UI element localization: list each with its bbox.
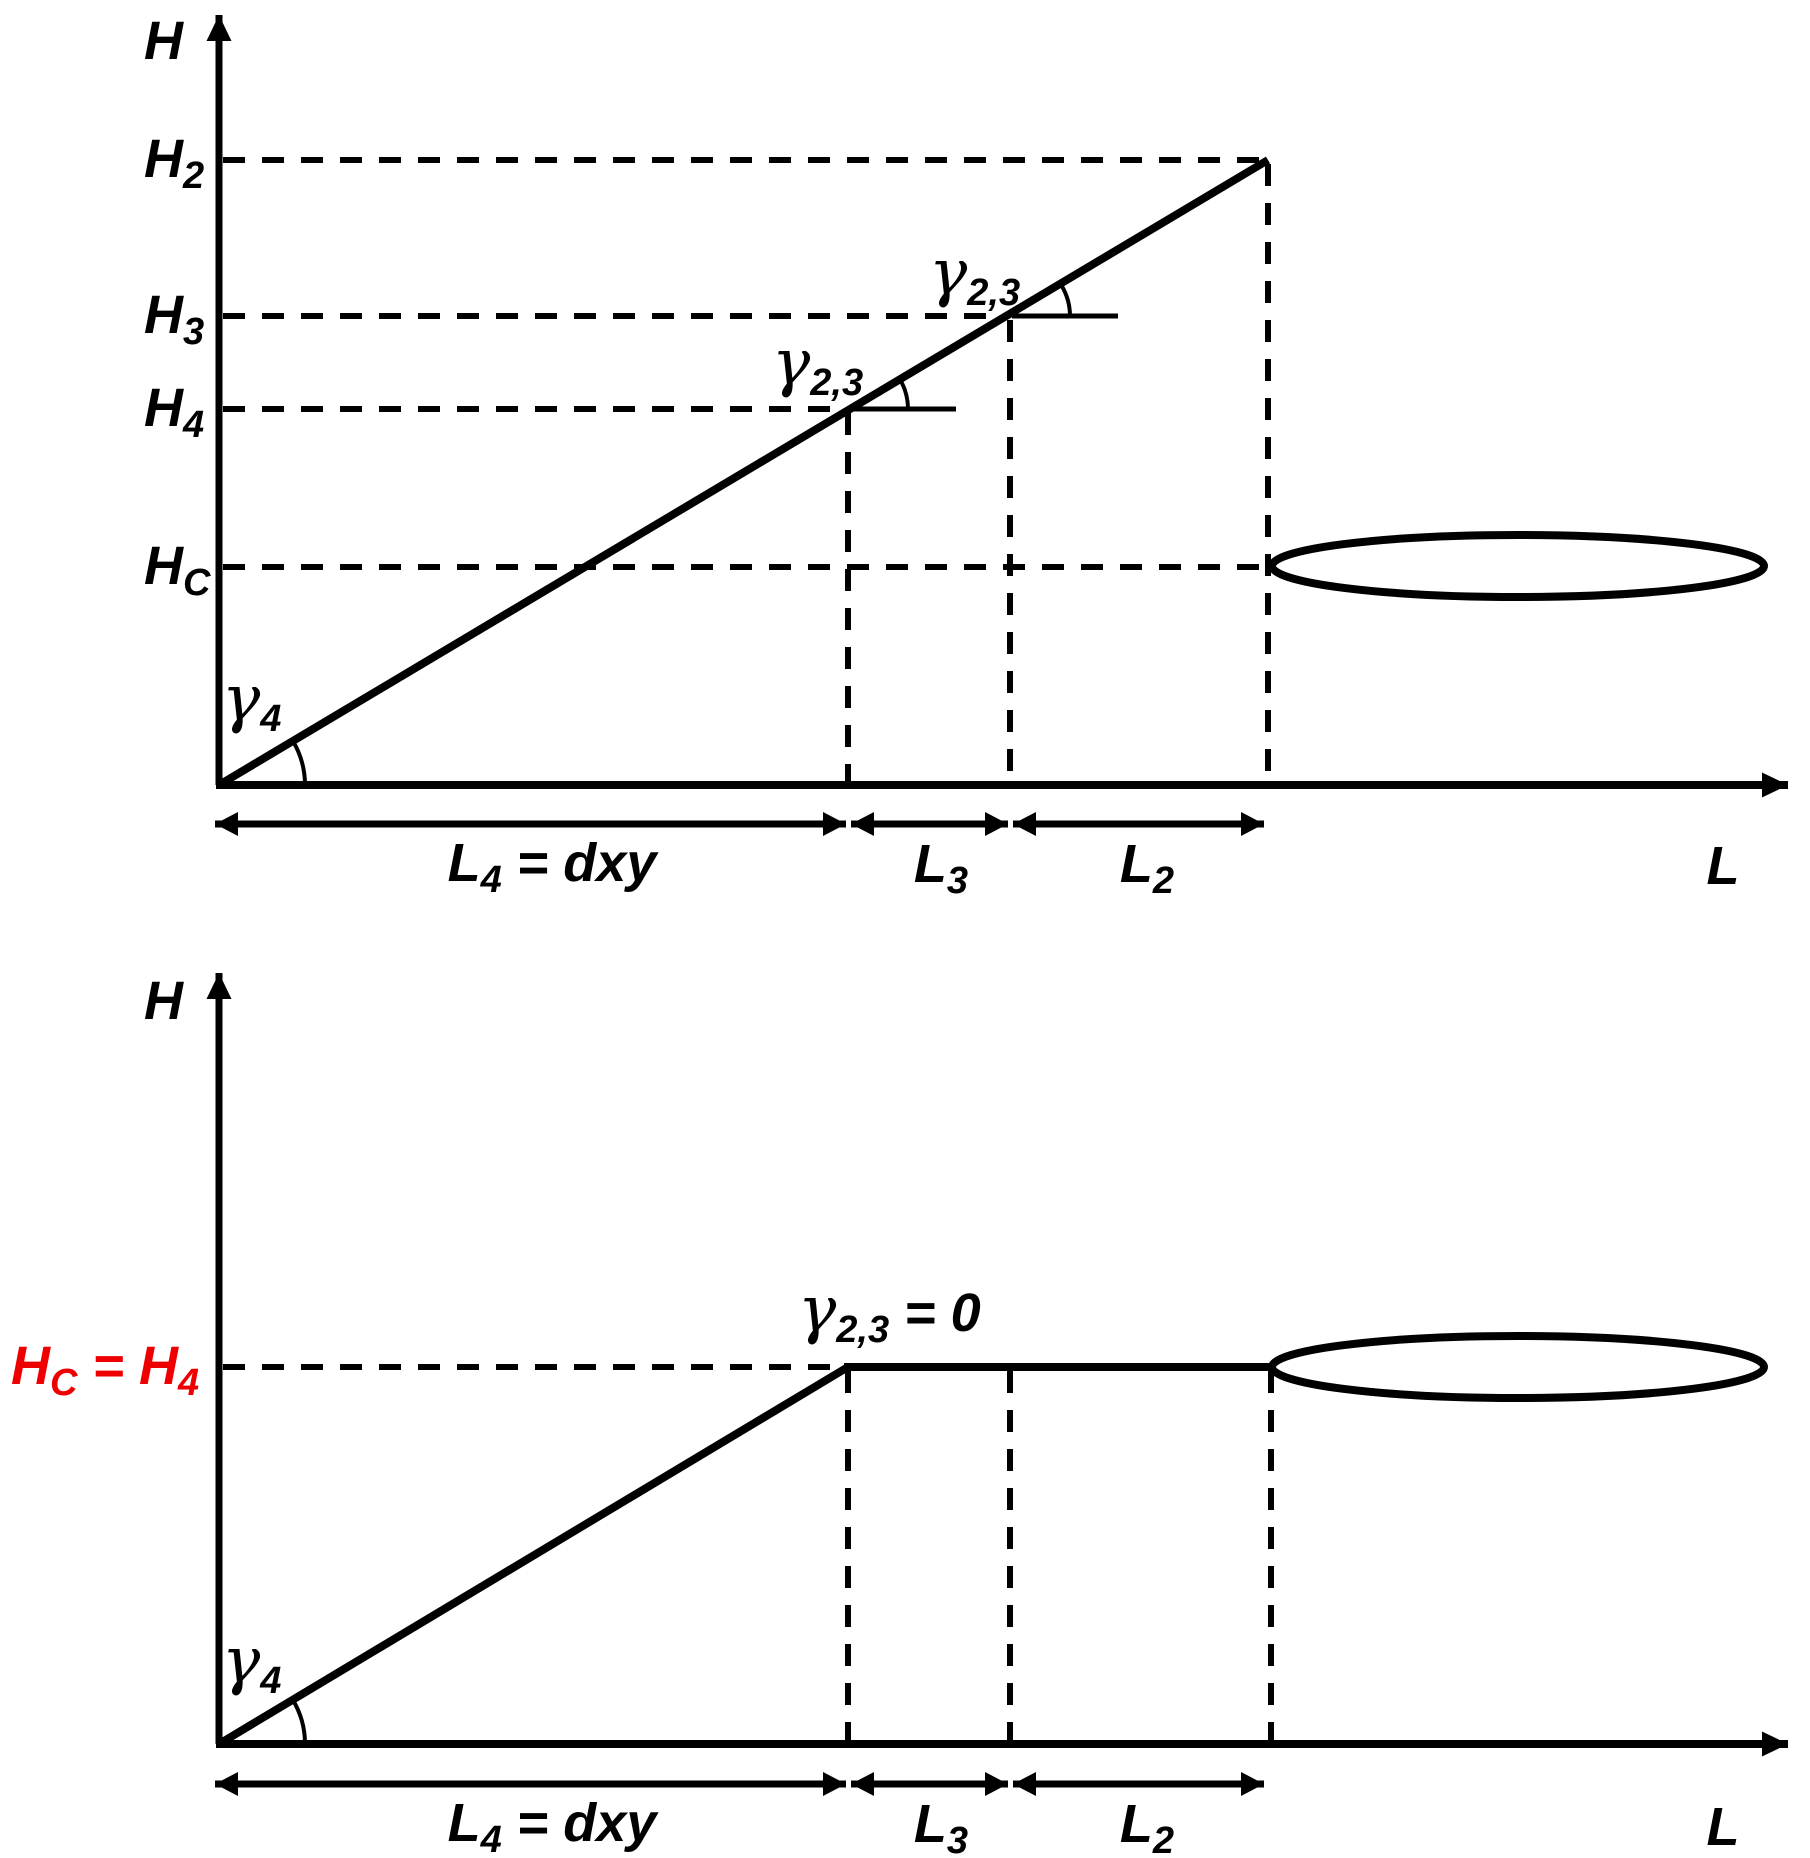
bottom-l4-label: L4 = dxy	[448, 1793, 660, 1858]
top-gamma23-arc-h3	[1059, 284, 1072, 317]
bottom-aircraft-ellipse	[1268, 1332, 1768, 1402]
top-h2-label: H2	[144, 129, 204, 197]
top-l2-label: L2	[1120, 834, 1174, 902]
bottom-l3-label: L3	[914, 1794, 968, 1858]
bottom-gamma4-arc	[290, 1698, 308, 1745]
top-x-axis-label: L	[1707, 836, 1740, 896]
bottom-hc-eq-h4-label: HC = H4	[11, 1336, 199, 1404]
top-h3-label: H3	[144, 285, 204, 353]
bottom-diagram: H HC = H4 γ2,3 = 0 γ4 L4 = dxy L3 L2 L	[11, 971, 1788, 1858]
top-gamma4-arc	[291, 739, 307, 786]
top-h4-label: H4	[144, 378, 204, 446]
top-descent-path	[216, 156, 1271, 789]
bottom-x-axis-label: L	[1707, 1797, 1740, 1857]
top-gamma23-h3-label: γ2,3	[929, 236, 1020, 314]
bottom-gamma4-label: γ4	[222, 1624, 281, 1702]
top-aircraft-ellipse	[1268, 531, 1768, 601]
top-diagram: H H2 H3 H4 HC γ4 γ2,3 γ2,3 L4 = dxy L3 L…	[144, 11, 1788, 902]
top-l3-label: L3	[914, 834, 968, 902]
top-gamma23-arc-h4	[897, 377, 910, 410]
bottom-descent-path	[216, 1363, 851, 1748]
top-gamma4-label: γ4	[222, 662, 281, 740]
top-l4-label: L4 = dxy	[448, 833, 660, 901]
top-hc-label: HC	[144, 536, 211, 604]
bottom-y-axis-label: H	[144, 971, 184, 1031]
top-y-axis-label: H	[144, 11, 184, 71]
top-gamma23-h4-label: γ2,3	[772, 326, 863, 404]
bottom-gamma23-zero-label: γ2,3 = 0	[798, 1273, 981, 1351]
bottom-l2-label: L2	[1120, 1794, 1174, 1858]
